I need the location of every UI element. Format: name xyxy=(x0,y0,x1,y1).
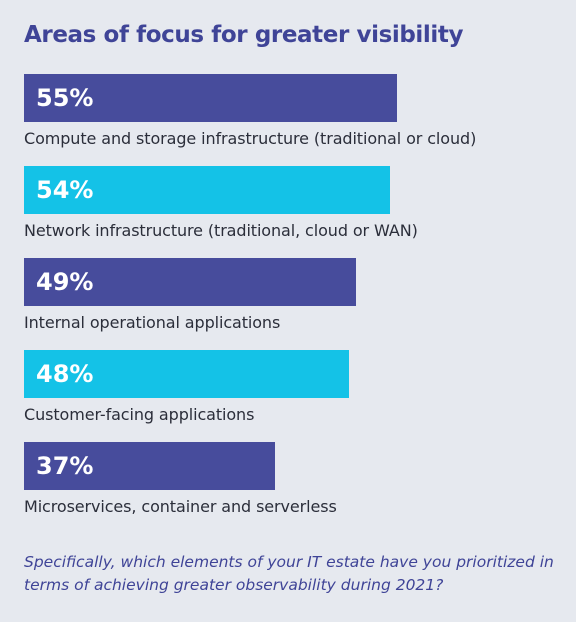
bar-category-label: Microservices, container and serverless xyxy=(24,497,337,516)
bar: 48% xyxy=(24,350,349,398)
bar: 49% xyxy=(24,258,356,306)
bar-row: 54% Network infrastructure (traditional, … xyxy=(24,166,564,258)
chart-title: Areas of focus for greater visibility xyxy=(24,22,464,48)
bar-category-label: Network infrastructure (traditional, clo… xyxy=(24,221,418,240)
bar-category-label: Internal operational applications xyxy=(24,313,281,332)
bar-row: 37% Microservices, container and serverle… xyxy=(24,442,564,534)
bar: 54% xyxy=(24,166,390,214)
bar-value-label: 48% xyxy=(36,360,94,388)
bar-value-label: 49% xyxy=(36,268,94,296)
bar: 55% xyxy=(24,74,397,122)
bar: 37% xyxy=(24,442,275,490)
bar-value-label: 54% xyxy=(36,176,94,204)
bar-category-label: Customer-facing applications xyxy=(24,405,255,424)
bar-row: 55% Compute and storage infrastructure (t… xyxy=(24,74,564,166)
bar-value-label: 37% xyxy=(36,452,94,480)
survey-question-footnote: Specifically, which elements of your IT … xyxy=(24,553,554,594)
bar-category-label: Compute and storage infrastructure (trad… xyxy=(24,129,477,148)
bar-row: 48% Customer-facing applications xyxy=(24,350,564,442)
bar-value-label: 55% xyxy=(36,84,94,112)
bar-row: 49% Internal operational applications xyxy=(24,258,564,350)
